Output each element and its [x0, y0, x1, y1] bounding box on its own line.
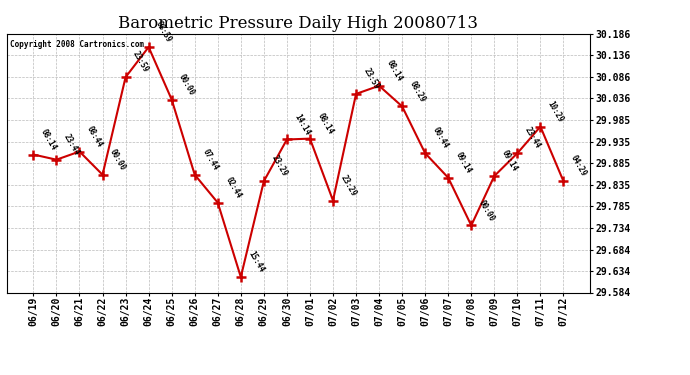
Text: 09:14: 09:14 — [500, 149, 519, 173]
Text: 08:59: 08:59 — [154, 20, 174, 44]
Text: 08:14: 08:14 — [384, 58, 404, 83]
Text: 00:00: 00:00 — [108, 147, 128, 172]
Text: 07:44: 07:44 — [200, 147, 219, 172]
Text: 08:44: 08:44 — [85, 124, 104, 149]
Text: 00:00: 00:00 — [177, 72, 197, 97]
Text: 15:44: 15:44 — [246, 250, 266, 274]
Text: Copyright 2008 Cartronics.com: Copyright 2008 Cartronics.com — [10, 40, 144, 49]
Text: 00:00: 00:00 — [477, 198, 496, 223]
Text: 14:14: 14:14 — [293, 112, 312, 137]
Text: 02:44: 02:44 — [224, 176, 243, 200]
Text: 23:44: 23:44 — [523, 126, 542, 150]
Text: 08:14: 08:14 — [39, 127, 59, 152]
Text: 23:59: 23:59 — [362, 67, 381, 91]
Text: 10:29: 10:29 — [546, 99, 565, 124]
Text: 00:44: 00:44 — [431, 126, 450, 150]
Text: 09:14: 09:14 — [454, 150, 473, 175]
Text: 23:29: 23:29 — [269, 154, 289, 178]
Text: 04:29: 04:29 — [569, 154, 589, 178]
Text: 23:59: 23:59 — [131, 50, 150, 74]
Text: 23:29: 23:29 — [339, 173, 358, 198]
Text: 23:44: 23:44 — [62, 132, 81, 157]
Text: 08:29: 08:29 — [408, 79, 427, 104]
Title: Barometric Pressure Daily High 20080713: Barometric Pressure Daily High 20080713 — [119, 15, 478, 32]
Text: 08:14: 08:14 — [315, 111, 335, 136]
